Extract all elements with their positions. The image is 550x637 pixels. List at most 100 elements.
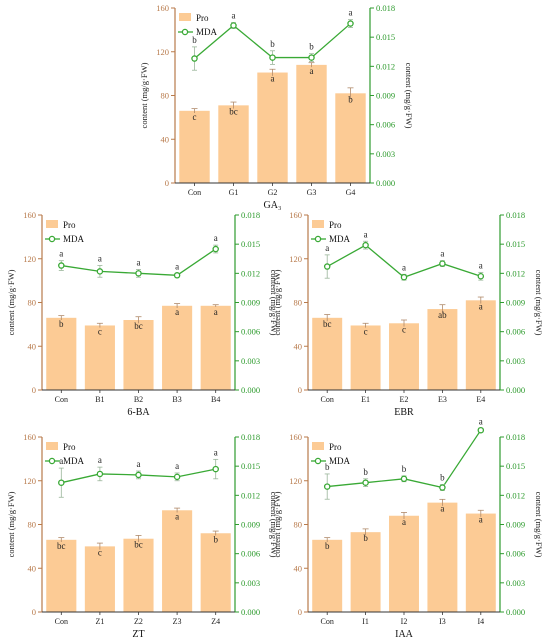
mda-point-con — [58, 262, 65, 269]
error-bar-pro — [477, 509, 484, 517]
x-tick-label: Z3 — [173, 617, 182, 626]
bar-pro-z3 — [162, 510, 193, 612]
left-y-tick-label: 160 — [23, 432, 36, 442]
mda-significance-label: b — [270, 39, 275, 49]
x-axis-label: 6-BA — [127, 407, 150, 418]
error-bar-pro — [96, 542, 103, 550]
legend-pro-swatch — [312, 220, 324, 228]
mda-point-i1 — [362, 479, 369, 486]
x-tick-label: G1 — [229, 188, 239, 197]
pro-significance-label: a — [479, 515, 483, 525]
left-y-tick-label: 0 — [298, 385, 302, 395]
right-y-tick-label: 0.009 — [506, 520, 525, 530]
x-tick-label: B3 — [172, 395, 181, 404]
left-y-axis-label: content (mg/g·FW) — [272, 491, 282, 557]
right-y-tick-label: 0.003 — [506, 578, 525, 588]
mda-significance-label: b — [440, 473, 445, 483]
legend-pro-label: Pro — [329, 220, 342, 230]
legend: Pro MDA — [311, 442, 351, 466]
mda-significance-label: a — [137, 459, 141, 469]
error-bar-pro — [212, 304, 219, 307]
left-y-tick-label: 40 — [294, 563, 303, 573]
left-y-tick-label: 160 — [23, 210, 36, 220]
bar-pro-z2 — [123, 538, 154, 612]
right-y-tick-label: 0.018 — [241, 210, 260, 220]
left-y-tick-label: 120 — [156, 47, 169, 57]
bar-pro-g2 — [257, 72, 288, 183]
mda-point-b2 — [135, 270, 142, 277]
mda-point-z3 — [173, 473, 181, 481]
legend-mda-marker — [314, 457, 322, 465]
left-y-tick-label: 160 — [156, 3, 169, 13]
left-y-tick-label: 40 — [28, 563, 37, 573]
error-bar-pro — [401, 319, 407, 327]
bar-pro-g3 — [296, 64, 327, 183]
mda-significance-label: a — [59, 456, 63, 466]
right-y-tick-label: 0.003 — [376, 149, 395, 159]
right-y-tick-label: 0.000 — [241, 385, 260, 395]
error-bar-pro — [439, 498, 446, 506]
x-tick-label: Con — [321, 617, 334, 626]
pro-significance-label: bc — [134, 540, 143, 550]
x-tick-label: I2 — [401, 617, 408, 626]
mda-significance-label: a — [479, 260, 483, 270]
legend: Pro MDA — [311, 220, 351, 244]
legend-mda-marker — [181, 28, 189, 36]
error-bar-pro — [230, 101, 237, 109]
right-y-tick-label: 0.018 — [506, 210, 525, 220]
mda-point-e4 — [477, 272, 485, 280]
legend-mda-label: MDA — [329, 456, 351, 466]
pro-significance-label: b — [363, 533, 368, 543]
legend: Pro MDA — [178, 13, 218, 37]
error-bar-pro — [324, 537, 331, 542]
pro-significance-label: a — [175, 307, 179, 317]
mda-point-e1 — [362, 241, 369, 249]
right-y-tick-label: 0.009 — [241, 298, 260, 308]
bar-pro-con — [312, 539, 343, 612]
legend: Pro MDA — [45, 220, 85, 244]
right-y-tick-label: 0.015 — [506, 461, 525, 471]
x-tick-label: I4 — [477, 617, 484, 626]
x-tick-label: B1 — [95, 395, 104, 404]
x-tick-label: G3 — [307, 188, 317, 197]
pro-significance-label: bc — [229, 106, 238, 116]
error-bar-pro — [135, 316, 142, 324]
mda-point-i2 — [400, 475, 408, 483]
bar-pro-i4 — [465, 513, 496, 612]
right-y-tick-label: 0.006 — [376, 120, 395, 130]
x-axis-label: GA₃ — [264, 200, 282, 211]
left-y-tick-label: 40 — [28, 341, 37, 351]
error-bar-pro — [174, 303, 181, 308]
mda-significance-label: a — [402, 262, 406, 272]
mda-significance-label: b — [192, 35, 197, 45]
error-bar-pro — [347, 87, 354, 99]
x-tick-label: Con — [55, 617, 68, 626]
pro-significance-label: b — [325, 541, 330, 551]
right-y-tick-label: 0.003 — [241, 578, 260, 588]
mda-significance-label: a — [325, 243, 329, 253]
error-bar-pro — [174, 507, 181, 513]
mda-significance-label: a — [440, 249, 444, 259]
mda-significance-label: b — [363, 467, 368, 477]
error-bar-pro — [96, 322, 103, 328]
legend-pro-swatch — [312, 442, 324, 450]
legend-mda-label: MDA — [196, 27, 218, 37]
right-y-tick-label: 0.018 — [376, 3, 395, 13]
mda-point-z2 — [135, 471, 142, 479]
error-bar-pro — [477, 296, 484, 304]
right-y-tick-label: 0.009 — [506, 298, 525, 308]
mda-significance-label: b — [309, 42, 314, 52]
mda-significance-label: a — [175, 461, 179, 471]
mda-significance-label: a — [98, 254, 102, 264]
bar-pro-i3 — [427, 502, 458, 612]
pro-significance-label: ab — [438, 310, 447, 320]
bar-pro-b4 — [200, 305, 231, 390]
bar-pro-con — [46, 317, 77, 390]
mda-significance-label: a — [214, 447, 218, 457]
error-bar-pro — [191, 108, 198, 113]
error-bar-pro — [135, 535, 142, 542]
legend-pro-label: Pro — [196, 13, 209, 23]
bar-pro-b3 — [162, 305, 193, 390]
right-y-tick-label: 0.006 — [241, 327, 260, 337]
